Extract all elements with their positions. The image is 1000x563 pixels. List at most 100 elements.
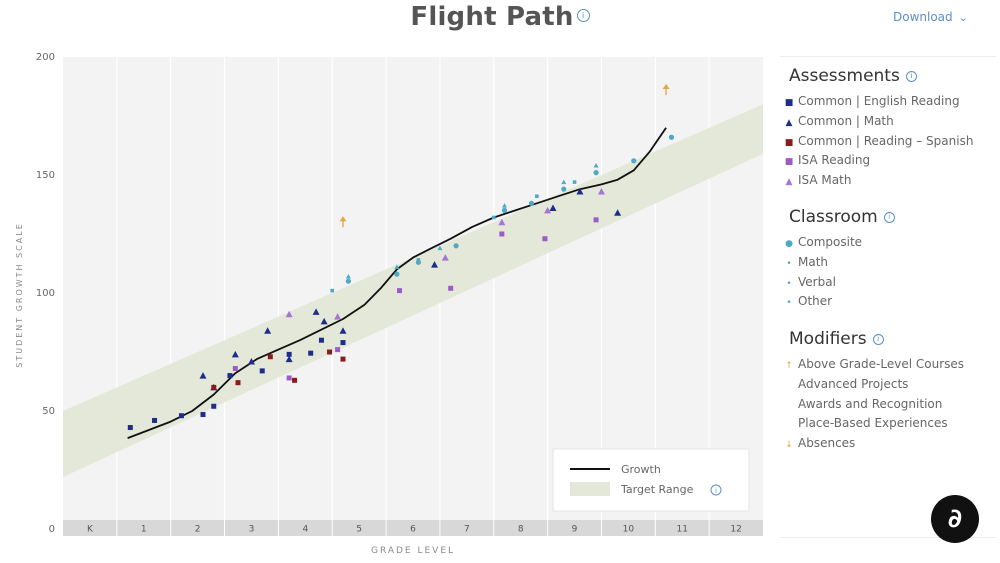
download-button[interactable]: Download ⌄ <box>893 10 968 24</box>
data-point <box>211 384 217 390</box>
data-point <box>597 188 605 195</box>
data-point <box>345 278 351 284</box>
legend-item[interactable]: ▲ ISA Math <box>780 171 996 191</box>
x-tick-label: K <box>87 525 94 535</box>
data-point <box>334 313 342 320</box>
y-axis-label: STUDENT GROWTH SCALE <box>15 222 24 368</box>
data-point <box>576 188 584 195</box>
legend-marker-icon: ▲ <box>785 117 793 128</box>
x-axis-bar: K 1 2 3 4 5 6 7 8 9 10 11 12 <box>63 520 763 536</box>
legend-marker-icon: ▲ <box>785 177 793 188</box>
x-tick-label: 10 <box>623 525 635 535</box>
data-point <box>211 403 217 409</box>
legend-item[interactable]: ↑ Above Grade-Level Courses <box>780 355 996 375</box>
data-point <box>394 264 400 270</box>
data-point <box>437 245 443 251</box>
chat-bot-icon[interactable]: ∂ <box>931 495 979 543</box>
legend-growth: Growth <box>621 463 661 476</box>
legend-item[interactable]: • Verbal <box>780 273 996 293</box>
data-points <box>127 84 675 431</box>
x-tick-label: 4 <box>302 525 308 535</box>
legend-item[interactable]: ■ Common | Reading – Spanish <box>780 132 996 152</box>
info-icon[interactable] <box>710 484 722 496</box>
info-icon[interactable]: i <box>576 9 590 22</box>
y-tick-label: 100 <box>36 288 55 299</box>
data-point <box>286 375 292 381</box>
legend-item[interactable]: ■ Common | English Reading <box>780 92 996 112</box>
info-icon[interactable]: i <box>905 70 917 82</box>
data-point <box>528 200 535 206</box>
data-point <box>394 271 400 277</box>
modifiers-title: Modifiers <box>789 329 867 349</box>
legend-item[interactable]: • Other <box>780 292 996 312</box>
y-ticks: 0 50 100 150 200 <box>36 52 55 535</box>
data-point <box>335 347 341 353</box>
data-point <box>339 327 347 334</box>
x-axis-band <box>63 520 763 536</box>
data-point <box>501 207 508 213</box>
legend-item-label: Math <box>798 254 829 269</box>
data-point <box>267 354 273 360</box>
assessments-title: Assessments <box>789 66 900 86</box>
data-point <box>668 134 675 140</box>
data-point <box>544 206 552 214</box>
legend-item[interactable]: ↓ Absences <box>780 434 996 454</box>
data-point <box>448 285 454 291</box>
y-tick-label: 50 <box>42 406 55 417</box>
data-point <box>318 337 324 343</box>
legend-item-label: ISA Math <box>798 173 852 188</box>
legend-item-label: Verbal <box>798 274 836 289</box>
data-point <box>339 216 347 222</box>
info-icon[interactable]: i <box>872 333 884 345</box>
legend-item[interactable]: ● Composite <box>780 233 996 253</box>
legend-item[interactable]: ▲ Common | Math <box>780 112 996 132</box>
x-tick-label: 7 <box>464 525 470 535</box>
legend-marker-icon: ↓ <box>785 440 793 451</box>
data-point <box>345 273 351 279</box>
data-point <box>232 366 238 372</box>
legend-item[interactable]: Advanced Projects <box>780 375 996 395</box>
data-point <box>152 417 158 423</box>
page-header: Flight Path i <box>0 2 1000 32</box>
x-tick-label: 3 <box>249 525 255 535</box>
x-tick-label: 12 <box>730 525 741 535</box>
x-tick-label: 8 <box>518 525 524 535</box>
legend-item[interactable]: • Math <box>780 253 996 273</box>
data-point <box>441 254 449 261</box>
legend-item-label: Above Grade-Level Courses <box>798 357 965 371</box>
legend-marker-icon: • <box>786 278 792 289</box>
data-point <box>327 349 333 355</box>
info-icon[interactable]: i <box>883 211 895 223</box>
legend-marker-icon: • <box>786 298 792 309</box>
chevron-down-icon: ⌄ <box>958 11 968 24</box>
page-title: Flight Path <box>410 2 574 32</box>
legend-item-label: Other <box>798 294 833 309</box>
data-point <box>572 180 577 184</box>
data-point <box>292 377 298 383</box>
classroom-section: Classroom i ● Composite • Math • Verbal • Other <box>780 207 996 312</box>
data-point <box>127 425 133 431</box>
data-point <box>491 215 496 220</box>
legend-item[interactable]: ■ ISA Reading <box>780 151 996 171</box>
legend-item-label: Awards and Recognition <box>798 396 943 411</box>
legend-target-range: Target Range <box>620 483 694 496</box>
data-point <box>340 340 346 346</box>
data-point <box>593 170 599 176</box>
legend-item-label: Composite <box>798 235 863 249</box>
data-point <box>227 373 233 379</box>
legend-item[interactable]: Awards and Recognition <box>780 395 996 415</box>
data-point <box>199 372 207 379</box>
data-point <box>416 258 421 262</box>
legend-item-label: ISA Reading <box>798 153 871 168</box>
data-point <box>499 231 505 237</box>
x-axis-label: GRADE LEVEL <box>371 546 455 556</box>
data-point <box>308 350 314 356</box>
y-tick-label: 0 <box>49 524 55 535</box>
legend-item[interactable]: Place-Based Experiences <box>780 414 996 434</box>
data-point <box>535 194 539 199</box>
legend-item-label: Common | English Reading <box>798 94 960 108</box>
svg-text:i: i <box>715 487 717 495</box>
x-tick-label: 6 <box>410 525 416 535</box>
growth-line-path <box>127 127 667 439</box>
